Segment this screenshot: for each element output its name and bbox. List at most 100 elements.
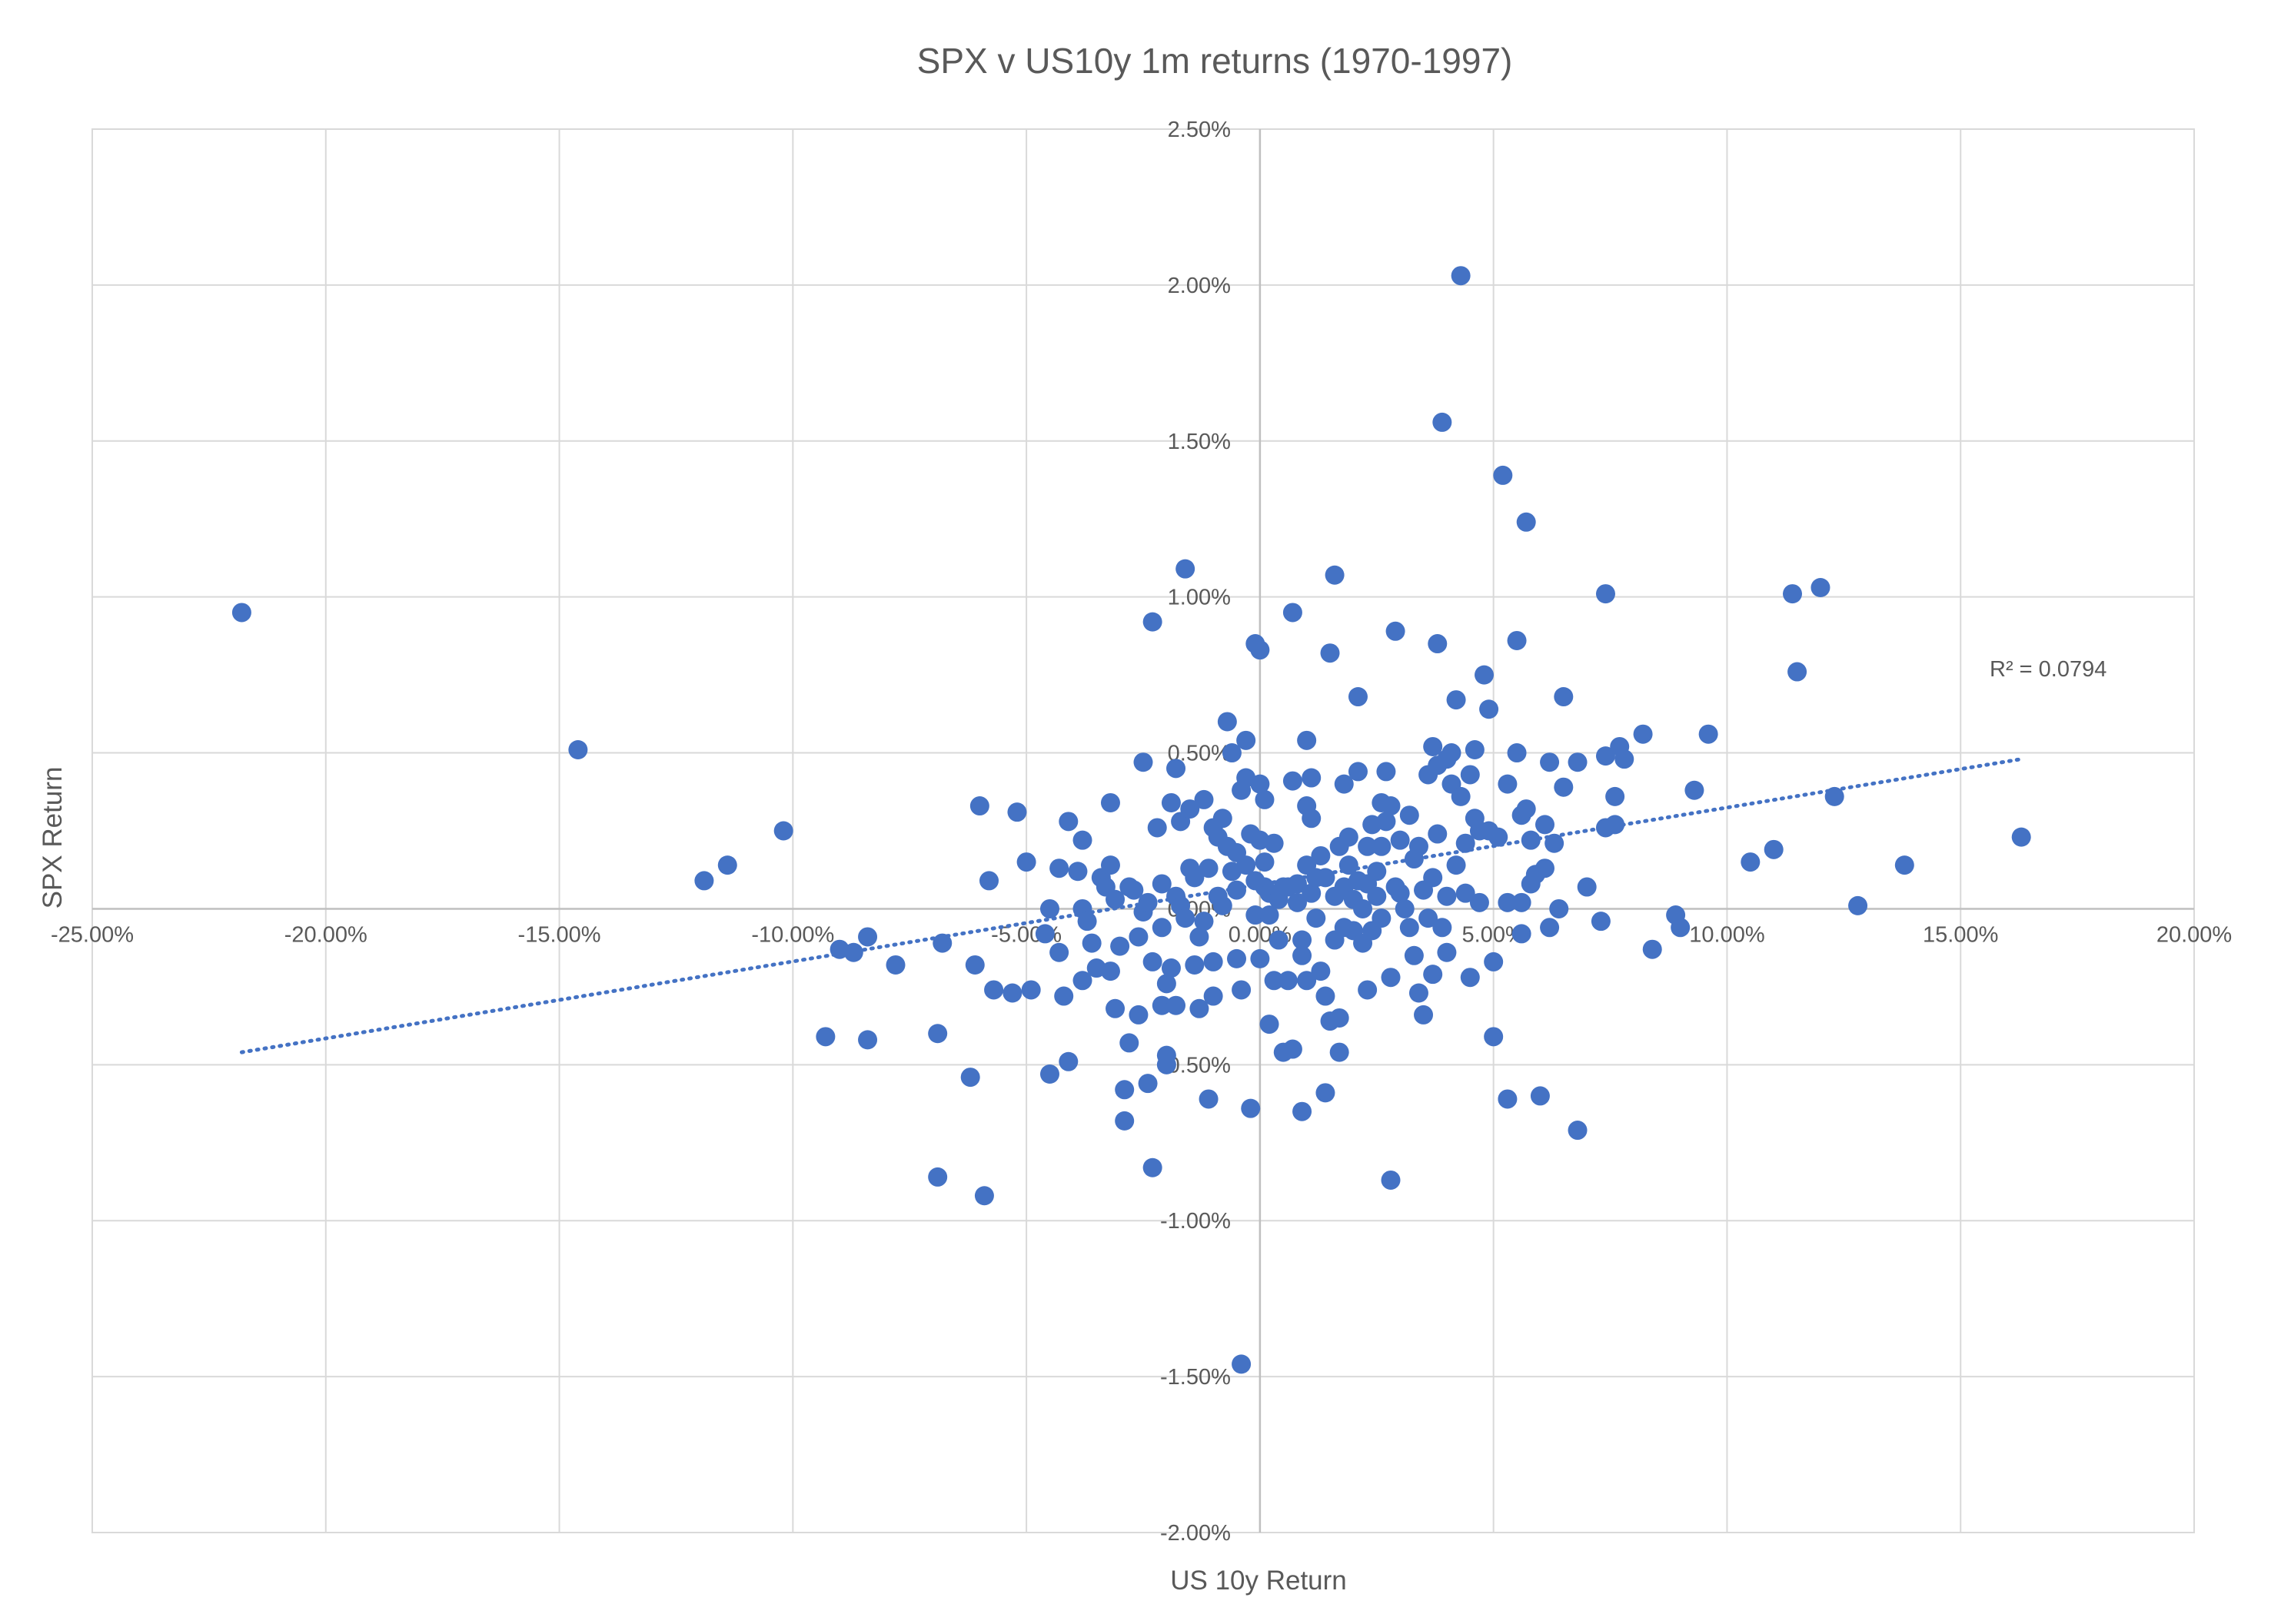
data-point bbox=[1381, 1170, 1401, 1190]
data-point bbox=[717, 855, 737, 875]
data-point bbox=[1460, 968, 1480, 988]
data-point bbox=[1554, 687, 1574, 707]
data-point bbox=[1302, 883, 1322, 903]
data-point bbox=[1217, 712, 1237, 732]
data-point bbox=[1142, 951, 1162, 971]
data-point bbox=[1605, 815, 1625, 835]
data-point bbox=[1418, 908, 1438, 928]
data-point bbox=[1302, 809, 1322, 829]
data-point bbox=[1498, 1089, 1518, 1109]
data-point bbox=[1511, 924, 1531, 944]
data-point bbox=[858, 927, 878, 947]
data-point bbox=[1535, 815, 1554, 835]
data-point bbox=[1493, 465, 1513, 485]
data-point bbox=[1498, 892, 1518, 912]
data-point bbox=[1152, 995, 1172, 1015]
data-point bbox=[1152, 918, 1172, 938]
data-point bbox=[974, 1186, 994, 1206]
data-point bbox=[1423, 965, 1443, 985]
data-point bbox=[1138, 892, 1158, 912]
data-point bbox=[1367, 862, 1387, 882]
data-point bbox=[568, 739, 588, 759]
data-point bbox=[1278, 971, 1298, 991]
data-point bbox=[1236, 730, 1256, 750]
x-tick-label: -25.00% bbox=[51, 922, 134, 947]
data-point bbox=[1577, 877, 1597, 897]
data-point bbox=[1039, 1064, 1059, 1084]
data-point bbox=[1212, 895, 1232, 915]
data-point bbox=[1100, 855, 1120, 875]
data-point bbox=[1142, 612, 1162, 632]
data-point bbox=[1811, 577, 1830, 597]
data-point bbox=[1381, 968, 1401, 988]
data-point bbox=[1554, 777, 1574, 797]
data-point bbox=[1133, 752, 1153, 772]
data-point bbox=[1348, 762, 1368, 782]
data-point bbox=[1848, 895, 1868, 915]
data-point bbox=[1059, 1051, 1079, 1071]
data-point bbox=[1166, 995, 1186, 1015]
data-point bbox=[1488, 827, 1508, 847]
data-point bbox=[1358, 980, 1378, 1000]
data-point bbox=[1511, 892, 1531, 912]
data-point bbox=[1106, 889, 1126, 909]
data-point bbox=[1241, 1098, 1261, 1118]
data-point bbox=[1549, 898, 1569, 918]
data-point bbox=[1764, 839, 1784, 859]
y-axis-title: SPX Return bbox=[38, 767, 68, 909]
data-point bbox=[1245, 905, 1265, 925]
data-point bbox=[1203, 986, 1223, 1006]
data-point bbox=[1297, 730, 1317, 750]
data-point bbox=[1129, 1005, 1149, 1025]
data-point bbox=[1259, 1015, 1279, 1035]
data-point bbox=[1404, 945, 1424, 965]
data-point bbox=[1325, 565, 1345, 585]
data-point bbox=[1110, 936, 1130, 956]
data-point bbox=[1507, 630, 1527, 650]
data-point bbox=[1232, 1354, 1252, 1374]
data-point bbox=[1059, 812, 1079, 832]
y-tick-label: 2.50% bbox=[1168, 118, 1231, 142]
data-point bbox=[1264, 833, 1284, 853]
data-point bbox=[1376, 762, 1396, 782]
data-point bbox=[1007, 802, 1027, 822]
data-point bbox=[1428, 824, 1448, 844]
data-point bbox=[231, 603, 251, 623]
tick-labels: -25.00% -20.00% -15.00% -10.00% -5.00% 0.00% 5… bbox=[51, 118, 2232, 1546]
data-point bbox=[886, 955, 906, 975]
data-point bbox=[1320, 643, 1340, 663]
data-point bbox=[1423, 736, 1443, 756]
data-point bbox=[1376, 812, 1396, 832]
data-point bbox=[1428, 634, 1448, 654]
data-point bbox=[1437, 886, 1457, 906]
data-point bbox=[1156, 1054, 1176, 1074]
data-points bbox=[231, 266, 2031, 1374]
data-point bbox=[1194, 789, 1214, 809]
data-point bbox=[1129, 927, 1149, 947]
data-point bbox=[1824, 786, 1844, 806]
y-tick-label: 1.50% bbox=[1168, 430, 1231, 454]
data-point bbox=[1049, 858, 1069, 878]
data-point bbox=[694, 871, 714, 891]
data-point bbox=[1423, 868, 1443, 888]
data-point bbox=[1138, 1074, 1158, 1094]
data-point bbox=[1787, 662, 1807, 682]
data-point bbox=[1161, 958, 1181, 978]
y-tick-label: -2.00% bbox=[1160, 1521, 1231, 1546]
data-point bbox=[1166, 759, 1186, 779]
data-point bbox=[1479, 699, 1499, 719]
data-point bbox=[1236, 855, 1256, 875]
x-tick-label: 10.00% bbox=[1689, 922, 1764, 947]
data-point bbox=[1455, 833, 1475, 853]
data-point bbox=[933, 933, 953, 953]
data-point bbox=[1003, 983, 1022, 1003]
data-point bbox=[1259, 905, 1279, 925]
data-point bbox=[1115, 1080, 1135, 1100]
data-point bbox=[1161, 792, 1181, 812]
data-point bbox=[1521, 830, 1541, 850]
data-point bbox=[1460, 765, 1480, 785]
data-point bbox=[1292, 945, 1312, 965]
r-squared-label: R² = 0.0794 bbox=[1990, 657, 2106, 682]
data-point bbox=[1507, 743, 1527, 763]
data-point bbox=[979, 871, 999, 891]
